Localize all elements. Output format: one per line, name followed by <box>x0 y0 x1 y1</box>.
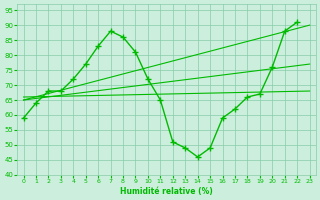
X-axis label: Humidité relative (%): Humidité relative (%) <box>120 187 213 196</box>
